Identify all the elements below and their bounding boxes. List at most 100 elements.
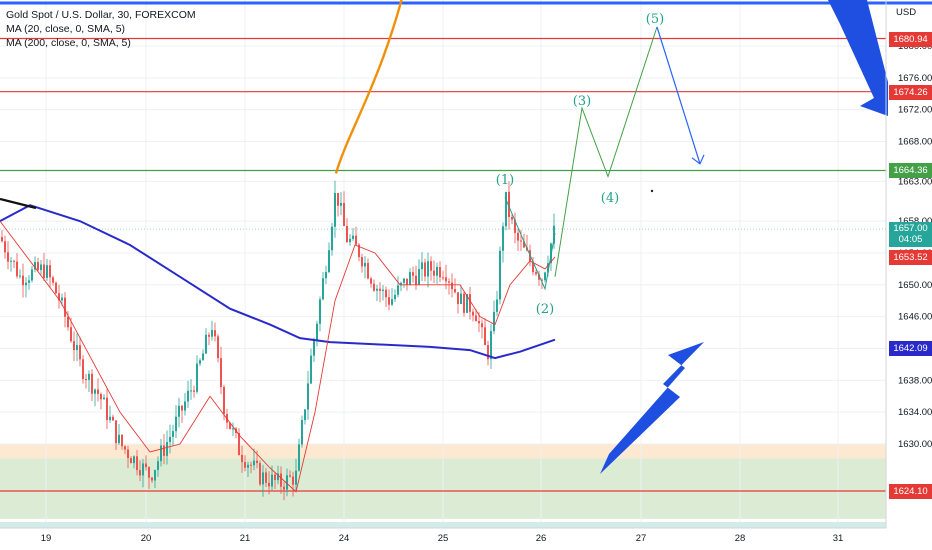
candle bbox=[364, 262, 366, 267]
candle bbox=[205, 334, 207, 354]
candle bbox=[31, 269, 33, 281]
x-tick-26: 26 bbox=[536, 533, 547, 544]
candle bbox=[409, 272, 411, 285]
candle bbox=[535, 272, 537, 275]
candle bbox=[499, 250, 501, 300]
up-arrow-icon bbox=[600, 342, 704, 474]
wave-label-5: (5) bbox=[646, 12, 664, 27]
candle bbox=[430, 261, 432, 271]
candle bbox=[250, 464, 252, 466]
price-tag-1642.09[interactable]: 1642.09 bbox=[889, 340, 932, 356]
x-tick-21: 21 bbox=[240, 533, 251, 544]
candle bbox=[544, 272, 546, 281]
candle bbox=[199, 360, 201, 364]
price-tag-1674.26[interactable]: 1674.26 bbox=[889, 84, 932, 100]
candle bbox=[286, 475, 288, 490]
candle bbox=[334, 192, 336, 227]
drawings bbox=[334, 0, 888, 474]
candle bbox=[202, 353, 204, 361]
candle bbox=[454, 289, 456, 293]
wave-label-3: (3) bbox=[573, 94, 591, 109]
ma200-line bbox=[0, 197, 556, 360]
candle bbox=[238, 433, 240, 456]
y-tick-1668: 1668.00 bbox=[898, 137, 932, 148]
candle bbox=[463, 293, 465, 313]
y-tick-1676: 1676.00 bbox=[898, 73, 932, 84]
y-tick-1663: 1663.00 bbox=[898, 176, 932, 187]
y-tick-1646: 1646.00 bbox=[898, 312, 932, 323]
candle bbox=[217, 336, 219, 359]
ma20-legend[interactable]: MA (20, close, 0, SMA, 5) bbox=[6, 23, 126, 35]
candle bbox=[442, 277, 444, 279]
candle bbox=[427, 261, 429, 277]
candle bbox=[172, 431, 174, 437]
candle bbox=[547, 263, 549, 273]
candle bbox=[193, 390, 195, 392]
price-tag-1653.52[interactable]: 1653.52 bbox=[889, 249, 932, 265]
candle bbox=[100, 393, 102, 400]
candle bbox=[370, 278, 372, 284]
candle bbox=[55, 282, 57, 294]
candle bbox=[520, 240, 522, 242]
candle bbox=[130, 458, 132, 464]
horizontal-levels bbox=[0, 1, 932, 492]
candle bbox=[484, 327, 486, 346]
candle bbox=[433, 270, 435, 276]
candle bbox=[496, 299, 498, 312]
symbol-title[interactable]: Gold Spot / U.S. Dollar, 30, FOREXCOM bbox=[6, 9, 196, 21]
candle bbox=[25, 282, 27, 286]
candle bbox=[70, 327, 72, 342]
candle bbox=[328, 250, 330, 272]
wave-label-2: (2) bbox=[536, 302, 554, 317]
target-arrow-head bbox=[691, 154, 705, 165]
price-tag-1657.00[interactable]: 1657.00 04:05 bbox=[889, 222, 932, 248]
candle bbox=[91, 373, 93, 394]
candle bbox=[265, 472, 267, 483]
price-tag-1664.36[interactable]: 1664.36 bbox=[889, 163, 932, 179]
candle bbox=[151, 477, 153, 481]
candle bbox=[10, 260, 12, 262]
y-tick-1650: 1650.00 bbox=[898, 280, 932, 291]
candle bbox=[358, 244, 360, 258]
candle bbox=[220, 358, 222, 387]
candle bbox=[379, 288, 381, 291]
candle bbox=[319, 299, 321, 324]
candle bbox=[295, 470, 297, 485]
candle bbox=[112, 416, 114, 421]
y-tick-1672: 1672.00 bbox=[898, 105, 932, 116]
candle bbox=[211, 330, 213, 337]
ma20-path bbox=[0, 220, 556, 493]
currency-label[interactable]: USD bbox=[896, 7, 917, 18]
candle bbox=[175, 416, 177, 432]
candle bbox=[4, 241, 6, 253]
candle bbox=[127, 449, 129, 459]
candle bbox=[343, 202, 345, 227]
candle bbox=[223, 386, 225, 415]
candle bbox=[418, 269, 420, 285]
candle bbox=[58, 293, 60, 301]
candle bbox=[13, 260, 15, 262]
candle bbox=[190, 390, 192, 392]
candle bbox=[244, 462, 246, 468]
ma20-line bbox=[0, 220, 556, 493]
price-tag-1680.94[interactable]: 1680.94 bbox=[889, 31, 932, 47]
candle bbox=[280, 473, 282, 487]
candle bbox=[19, 275, 21, 277]
candle bbox=[163, 445, 165, 456]
zone-bottom-band bbox=[0, 522, 886, 528]
candle bbox=[553, 225, 555, 244]
price-tag-1624.10[interactable]: 1624.10 bbox=[889, 483, 932, 499]
ma200-legend[interactable]: MA (200, close, 0, SMA, 5) bbox=[6, 37, 131, 49]
candle bbox=[214, 330, 216, 337]
candle bbox=[259, 463, 261, 485]
candle bbox=[421, 262, 423, 270]
x-tick-19: 19 bbox=[41, 533, 52, 544]
candle bbox=[289, 475, 291, 477]
candle bbox=[301, 420, 303, 445]
candle bbox=[316, 323, 318, 340]
candle bbox=[82, 359, 84, 380]
candle bbox=[493, 311, 495, 332]
x-tick-27: 27 bbox=[636, 533, 647, 544]
candle bbox=[79, 345, 81, 360]
